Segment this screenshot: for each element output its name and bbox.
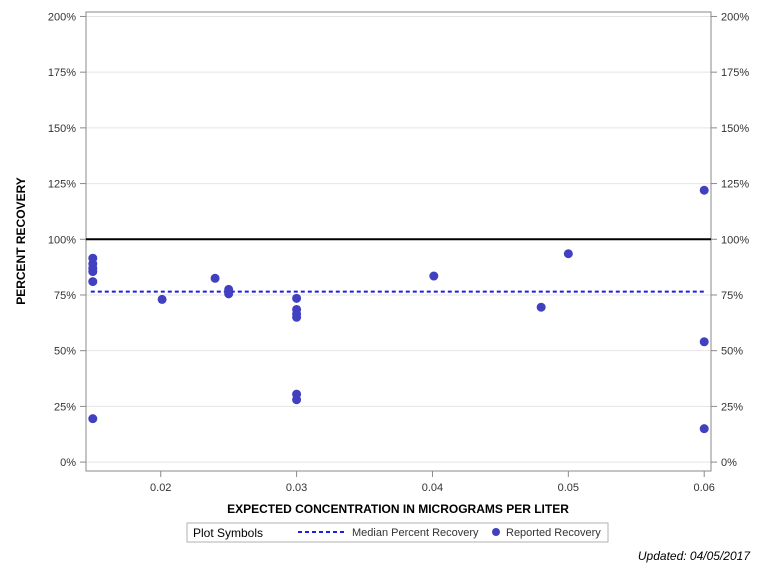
y-tick-label-right: 50% — [721, 346, 743, 358]
y-tick-label-left: 100% — [48, 234, 76, 246]
y-tick-label-right: 100% — [721, 234, 749, 246]
y-axis-title: PERCENT RECOVERY — [14, 177, 28, 305]
reported-recovery-point — [699, 424, 709, 434]
y-axis-left-ticks: 0% 25% 50% 75% 100% 125% 150% 175% 200% — [48, 11, 86, 469]
y-tick-label-left: 150% — [48, 123, 76, 135]
legend-reported-swatch — [492, 528, 500, 536]
x-tick-label: 0.02 — [150, 482, 171, 494]
y-tick-label-left: 200% — [48, 11, 76, 23]
legend-item-reported: Reported Recovery — [506, 527, 601, 539]
y-tick-label-left: 0% — [60, 457, 76, 469]
y-tick-label-left: 75% — [54, 290, 76, 302]
reported-recovery-point — [210, 273, 220, 283]
x-tick-label: 0.05 — [558, 482, 579, 494]
reported-recovery-point — [699, 337, 709, 347]
legend: Plot Symbols Median Percent Recovery Rep… — [186, 522, 609, 543]
plot-area-frame — [85, 11, 712, 472]
reported-recovery-point — [88, 277, 98, 287]
reported-recovery-point — [292, 293, 302, 303]
y-tick-label-right: 150% — [721, 123, 749, 135]
legend-item-median: Median Percent Recovery — [352, 527, 479, 539]
y-tick-label-right: 175% — [721, 67, 749, 79]
reported-recovery-point — [292, 395, 302, 405]
x-tick-label: 0.03 — [286, 482, 307, 494]
updated-date-footnote: Updated: 04/05/2017 — [638, 549, 751, 563]
x-tick-label: 0.06 — [693, 482, 714, 494]
y-axis-right-ticks: 0% 25% 50% 75% 100% 125% 150% 175% 200% — [711, 11, 749, 469]
x-axis-title: EXPECTED CONCENTRATION IN MICROGRAMS PER… — [227, 502, 569, 516]
y-tick-label-left: 25% — [54, 401, 76, 413]
x-tick-label: 0.04 — [422, 482, 443, 494]
y-tick-label-right: 75% — [721, 290, 743, 302]
y-tick-label-left: 125% — [48, 179, 76, 191]
y-tick-label-left: 175% — [48, 67, 76, 79]
reported-recovery-point — [224, 289, 234, 299]
reported-recovery-point — [563, 249, 573, 259]
legend-title: Plot Symbols — [193, 526, 263, 540]
y-tick-label-left: 50% — [54, 346, 76, 358]
y-tick-label-right: 25% — [721, 401, 743, 413]
reported-recovery-point — [429, 271, 439, 281]
reported-recovery-point — [292, 312, 302, 322]
reported-recovery-point — [88, 267, 98, 277]
legend-box — [186, 522, 609, 543]
y-tick-label-right: 200% — [721, 11, 749, 23]
reported-recovery-point — [157, 294, 167, 304]
y-tick-label-right: 0% — [721, 457, 737, 469]
x-axis-ticks: 0.02 0.03 0.04 0.05 0.06 — [150, 471, 715, 494]
reported-recovery-point — [536, 302, 546, 312]
reported-recovery-points — [88, 185, 709, 434]
reported-recovery-point — [88, 414, 98, 424]
y-tick-label-right: 125% — [721, 179, 749, 191]
reported-recovery-point — [699, 185, 709, 195]
